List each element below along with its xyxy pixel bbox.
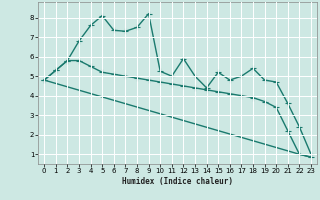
X-axis label: Humidex (Indice chaleur): Humidex (Indice chaleur) [122,177,233,186]
